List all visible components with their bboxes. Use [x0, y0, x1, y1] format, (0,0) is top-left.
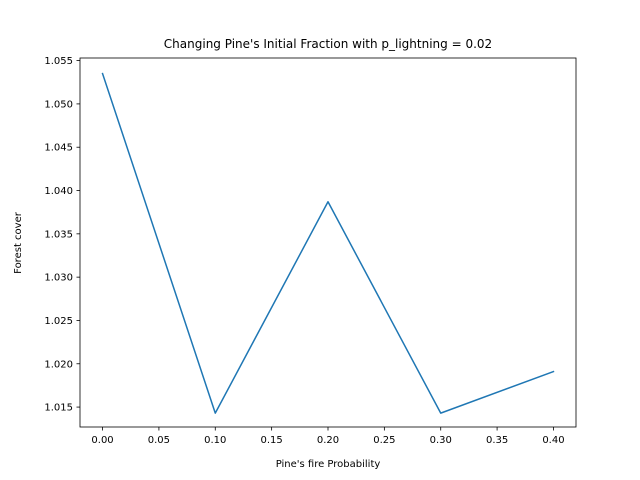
- y-tick-label: 1.020: [44, 359, 73, 370]
- x-tick-label: 0.20: [317, 435, 339, 446]
- x-tick-label: 0.35: [486, 435, 508, 446]
- y-tick-label: 1.030: [44, 273, 73, 284]
- plot-area: 0.00 0.05 0.10 0.15 0.20 0.25 0.30 0.35 0.40 1.01…: [44, 56, 577, 446]
- x-tick-label: 0.15: [261, 435, 283, 446]
- x-tick-label: 0.40: [542, 435, 564, 446]
- chart-title: Changing Pine's Initial Fraction with p_…: [164, 37, 492, 51]
- series-line-0: [101, 72, 555, 414]
- y-tick-label: 1.040: [44, 186, 73, 197]
- x-tick-label: 0.05: [148, 435, 170, 446]
- y-tick-label: 1.055: [44, 56, 73, 67]
- y-tick-label: 1.015: [44, 403, 73, 414]
- y-tick-label: 1.050: [44, 99, 73, 110]
- x-axis-label: Pine's fire Probability: [276, 459, 381, 470]
- y-tick-label: 1.035: [44, 229, 73, 240]
- x-tick-label: 0.30: [430, 435, 452, 446]
- y-tick-label: 1.045: [44, 143, 73, 154]
- x-tick-label: 0.25: [373, 435, 395, 446]
- y-tick-label: 1.025: [44, 316, 73, 327]
- x-tick-label: 0.10: [204, 435, 226, 446]
- y-axis-label: Forest cover: [13, 211, 24, 274]
- x-tick-label: 0.00: [91, 435, 113, 446]
